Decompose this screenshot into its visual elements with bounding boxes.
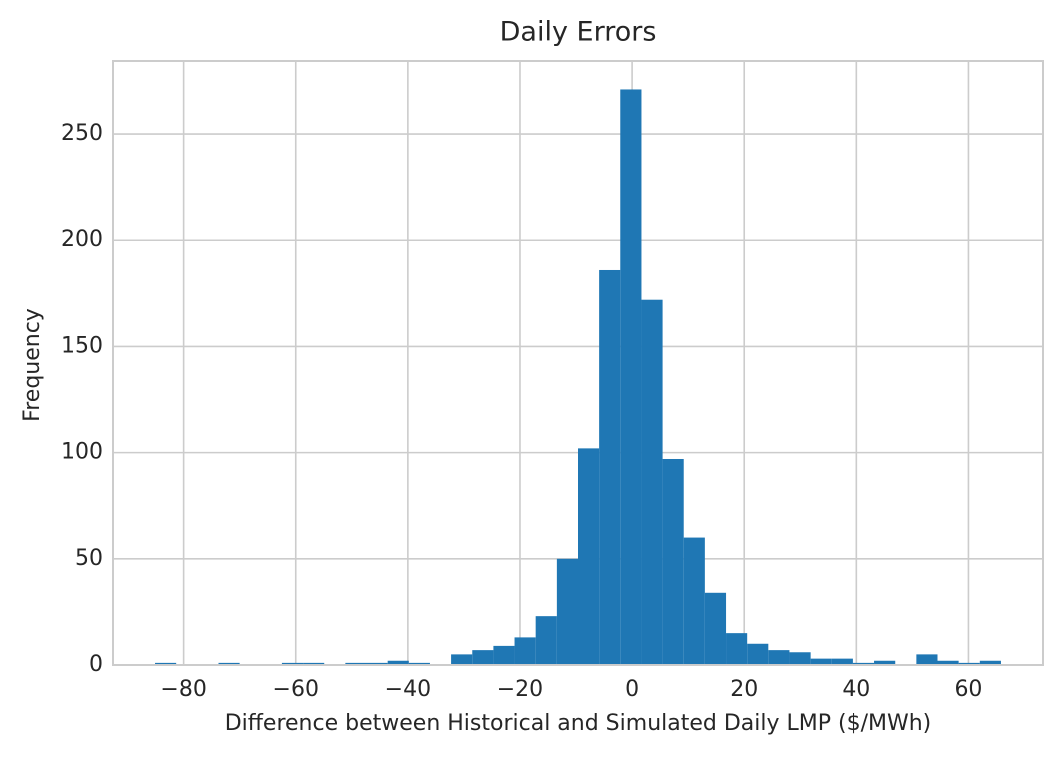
bar — [852, 662, 875, 665]
bar — [683, 537, 705, 665]
y-tick-label: 100 — [61, 440, 103, 465]
bar — [218, 662, 240, 665]
bar — [387, 660, 409, 665]
bar — [514, 637, 536, 665]
bar — [408, 662, 430, 665]
bar — [578, 448, 600, 665]
bar — [493, 645, 515, 665]
y-axis-label: Frequency — [20, 308, 45, 422]
x-tick-label: −60 — [273, 677, 319, 702]
bar — [704, 592, 727, 665]
chart-title: Daily Errors — [500, 17, 657, 48]
bar — [831, 658, 853, 665]
x-tick-label: 60 — [954, 677, 982, 702]
bar — [747, 643, 769, 665]
bar — [979, 660, 1001, 665]
y-tick-label: 250 — [61, 121, 103, 146]
x-tick-label: 40 — [842, 677, 870, 702]
bar — [874, 660, 896, 665]
y-tick-label: 0 — [89, 652, 103, 677]
x-tick-label: 0 — [625, 677, 639, 702]
bar — [281, 662, 304, 665]
bar — [768, 650, 790, 665]
bar — [641, 299, 663, 665]
bar — [556, 558, 578, 665]
y-tick-label: 50 — [75, 546, 103, 571]
bar — [726, 633, 748, 665]
x-axis-label: Difference between Historical and Simula… — [225, 711, 932, 736]
bar — [345, 662, 367, 665]
x-tick-label: −20 — [497, 677, 543, 702]
bars — [155, 89, 1001, 666]
bar — [662, 458, 684, 665]
bar — [472, 650, 494, 665]
bar — [958, 662, 980, 665]
x-tick-label: −40 — [385, 677, 431, 702]
bar — [451, 654, 473, 665]
plot-frame — [112, 60, 1044, 666]
x-tick-label: 20 — [730, 677, 758, 702]
bar — [789, 652, 811, 665]
bar — [916, 654, 938, 665]
bar — [303, 662, 325, 665]
x-tick-label: −80 — [160, 677, 206, 702]
bar — [155, 662, 177, 665]
bar — [937, 660, 959, 665]
bar — [620, 89, 642, 666]
y-tick-label: 200 — [61, 227, 103, 252]
y-tick-label: 150 — [61, 333, 103, 358]
bar — [535, 616, 557, 665]
bar — [810, 658, 832, 665]
bar — [366, 662, 388, 665]
bar — [599, 269, 621, 665]
